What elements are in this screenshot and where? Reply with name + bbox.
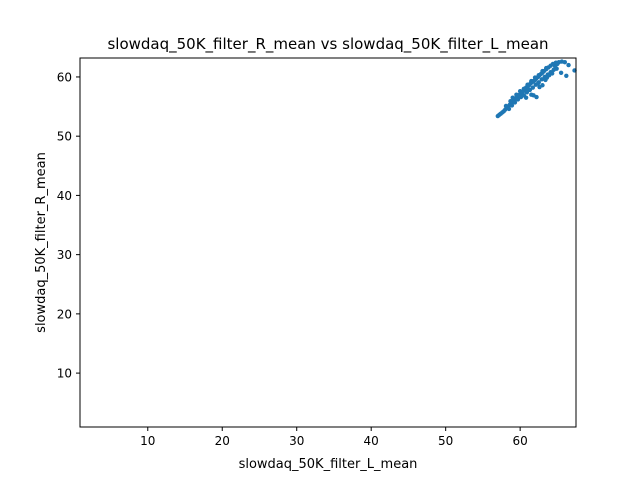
x-tick-label: 40 (364, 434, 379, 448)
scatter-point (540, 68, 545, 74)
x-tick-label: 60 (513, 434, 528, 448)
y-tick-label: 30 (57, 248, 72, 262)
scatter-point (536, 72, 541, 78)
y-axis-label: slowdaq_50K_filter_R_mean (34, 152, 49, 333)
scatter-point (509, 103, 515, 108)
scatter-point (529, 78, 534, 84)
scatter-point (564, 73, 569, 78)
x-tick-label: 10 (140, 434, 155, 448)
scatter-point (558, 70, 564, 76)
x-axis-ticks: 10 20 30 40 50 60 (140, 427, 528, 448)
y-tick-label: 50 (57, 130, 72, 144)
scatter-point (512, 100, 518, 105)
scatter-point (552, 64, 558, 69)
y-tick-label: 20 (57, 307, 72, 321)
y-tick-label: 40 (57, 189, 72, 203)
scatter-point (532, 75, 538, 80)
scatter-point (535, 81, 541, 86)
scatter-point (523, 95, 529, 100)
scatter-point (521, 86, 527, 91)
scatter-point (526, 87, 531, 92)
scatter-point (562, 59, 568, 65)
scatter-point (520, 90, 525, 95)
x-tick-label: 50 (438, 434, 453, 448)
scatter-point (503, 103, 509, 109)
scatter-point (544, 75, 550, 80)
scatter-point (514, 93, 520, 98)
scatter-point (508, 99, 513, 104)
x-axis-label: slowdaq_50K_filter_L_mean (239, 457, 418, 472)
y-axis-ticks: 10 20 30 40 50 60 (57, 70, 80, 381)
plot-frame (79, 57, 577, 428)
x-tick-label: 30 (289, 434, 304, 448)
scatter-point (566, 62, 571, 68)
scatter-point (530, 85, 536, 90)
scatter-point (534, 94, 539, 100)
scatter-point (515, 97, 521, 102)
scatter-point (539, 77, 544, 82)
chart-title: slowdaq_50K_filter_R_mean vs slowdaq_50K… (107, 35, 548, 54)
scatter-point (510, 95, 515, 100)
y-tick-label: 60 (57, 70, 72, 84)
y-tick-label: 10 (57, 367, 72, 381)
scatter-point (525, 82, 530, 87)
x-tick-label: 20 (215, 434, 230, 448)
scatter-point (540, 83, 545, 88)
plot-area (80, 58, 576, 427)
scatter-point (549, 71, 555, 76)
scatter-point (544, 65, 549, 71)
scatter-point (519, 93, 524, 99)
scatter-point (506, 106, 512, 112)
